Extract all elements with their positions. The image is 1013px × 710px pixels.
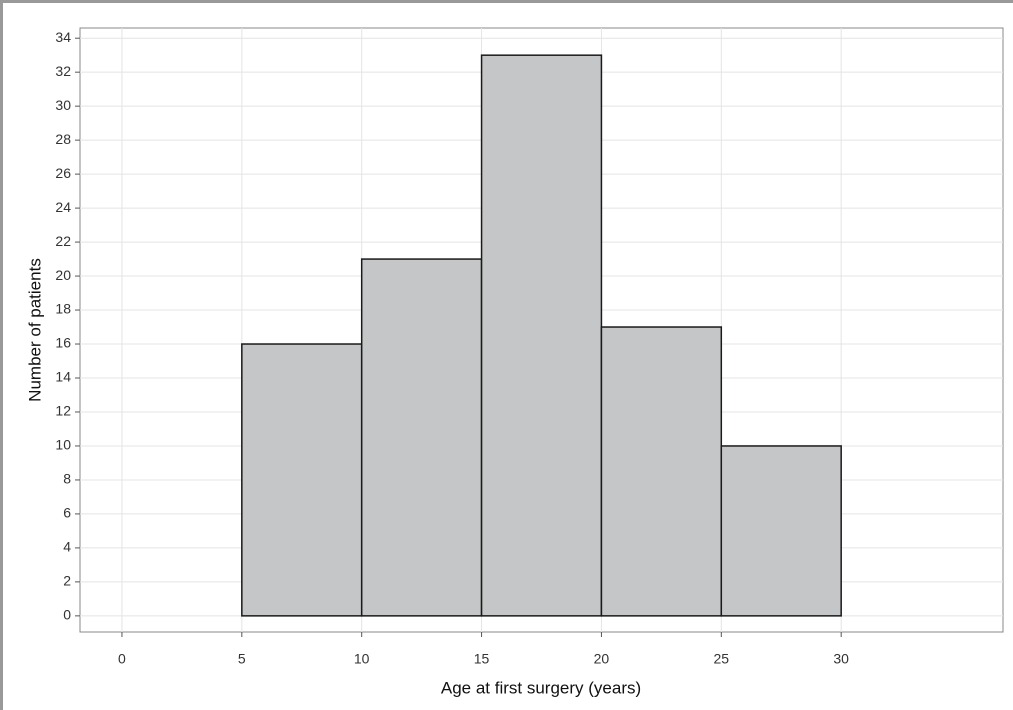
y-tick-label: 34 [55, 29, 71, 45]
y-tick-label: 6 [63, 505, 71, 521]
y-axis-title: Number of patients [25, 258, 44, 402]
y-tick-label: 26 [55, 165, 71, 181]
y-tick-label: 28 [55, 131, 71, 147]
y-tick-label: 16 [55, 335, 71, 351]
x-tick-label: 15 [474, 651, 490, 667]
y-tick-label: 4 [63, 539, 71, 555]
y-tick-label: 32 [55, 63, 71, 79]
x-axis-title: Age at first surgery (years) [441, 678, 641, 697]
frame-top [0, 0, 1013, 3]
y-tick-label: 20 [55, 267, 71, 283]
x-tick-label: 25 [714, 651, 730, 667]
y-tick-label: 30 [55, 97, 71, 113]
y-tick-label: 2 [63, 573, 71, 589]
x-tick-label: 0 [118, 651, 126, 667]
y-tick-label: 18 [55, 301, 71, 317]
bar [480, 54, 603, 617]
x-tick-label: 30 [833, 651, 849, 667]
y-tick-label: 10 [55, 437, 71, 453]
x-tick-label: 5 [238, 651, 246, 667]
y-tick-label: 14 [55, 369, 71, 385]
frame-left [0, 0, 3, 710]
y-tick-label: 12 [55, 403, 71, 419]
y-tick-label: 0 [63, 607, 71, 623]
bar [600, 326, 723, 617]
y-tick-label: 22 [55, 233, 71, 249]
x-tick-label: 10 [354, 651, 370, 667]
y-tick-label: 8 [63, 471, 71, 487]
bar [720, 445, 842, 617]
bar [241, 343, 363, 617]
y-tick-label: 24 [55, 199, 71, 215]
bar [360, 258, 483, 617]
x-tick-label: 20 [594, 651, 610, 667]
